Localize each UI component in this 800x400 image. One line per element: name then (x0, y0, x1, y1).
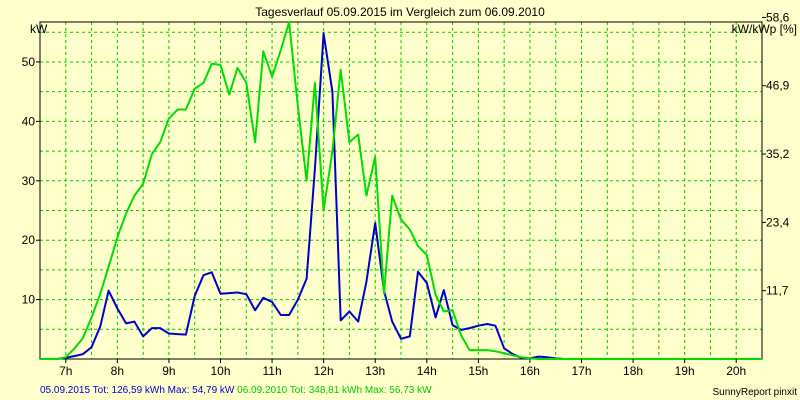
x-tick-label: 20h (726, 364, 746, 378)
y-right-tick-label: 46,9 (766, 79, 790, 93)
y-left-tick-label: 10 (22, 293, 36, 307)
series-lines (40, 21, 762, 360)
footer-series1-summary: 05.09.2015 Tot: 126,59 kWh Max: 54,79 kW (40, 385, 235, 396)
x-tick-label: 16h (520, 364, 540, 378)
x-tick-label: 7h (59, 364, 72, 378)
x-tick-label: 11h (263, 364, 282, 378)
y-right-tick-label: 35,2 (766, 147, 790, 161)
x-tick-label: 17h (571, 364, 591, 378)
x-tick-label: 10h (210, 364, 230, 378)
footer-credit: SunnyReport pinxit (713, 387, 798, 398)
series-line-2010 (40, 21, 762, 360)
plot-frame (39, 21, 763, 360)
x-tick-label: 18h (623, 364, 643, 378)
x-tick-label: 19h (675, 364, 695, 378)
footer-series2-summary: 06.09.2010 Tot: 348,81 kWh Max: 56,73 kW (234, 385, 432, 396)
x-tick-label: 15h (468, 364, 488, 378)
y-right-tick-label: 58,6 (766, 10, 790, 24)
x-tick-label: 13h (365, 364, 385, 378)
y-axis-right-label: kW/kWp [%] (732, 22, 797, 36)
y-left-tick-label: 40 (22, 114, 36, 128)
y-right-tick-label: 23,4 (766, 215, 790, 229)
y-right-tick-label: 11,7 (766, 284, 789, 298)
y-left-tick-label: 20 (22, 233, 36, 247)
x-tick-label: 12h (314, 364, 334, 378)
gridlines (39, 22, 763, 359)
x-tick-label: 14h (417, 364, 437, 378)
y-axis-left-label: kW (30, 22, 48, 36)
axis-ticks: 7h 8h 9h 10h 11h 12h 13h 14h 15h 16h 17h 18h 19h 20h 1… (22, 10, 790, 378)
x-tick-label: 9h (162, 364, 175, 378)
footer-summary: 05.09.2015 Tot: 126,59 kWh Max: 54,79 kW… (40, 385, 432, 396)
y-left-tick-label: 50 (22, 55, 36, 69)
chart-title: Tagesverlauf 05.09.2015 im Vergleich zum… (255, 5, 545, 19)
y-left-tick-label: 30 (22, 174, 36, 188)
x-tick-label: 8h (111, 364, 124, 378)
